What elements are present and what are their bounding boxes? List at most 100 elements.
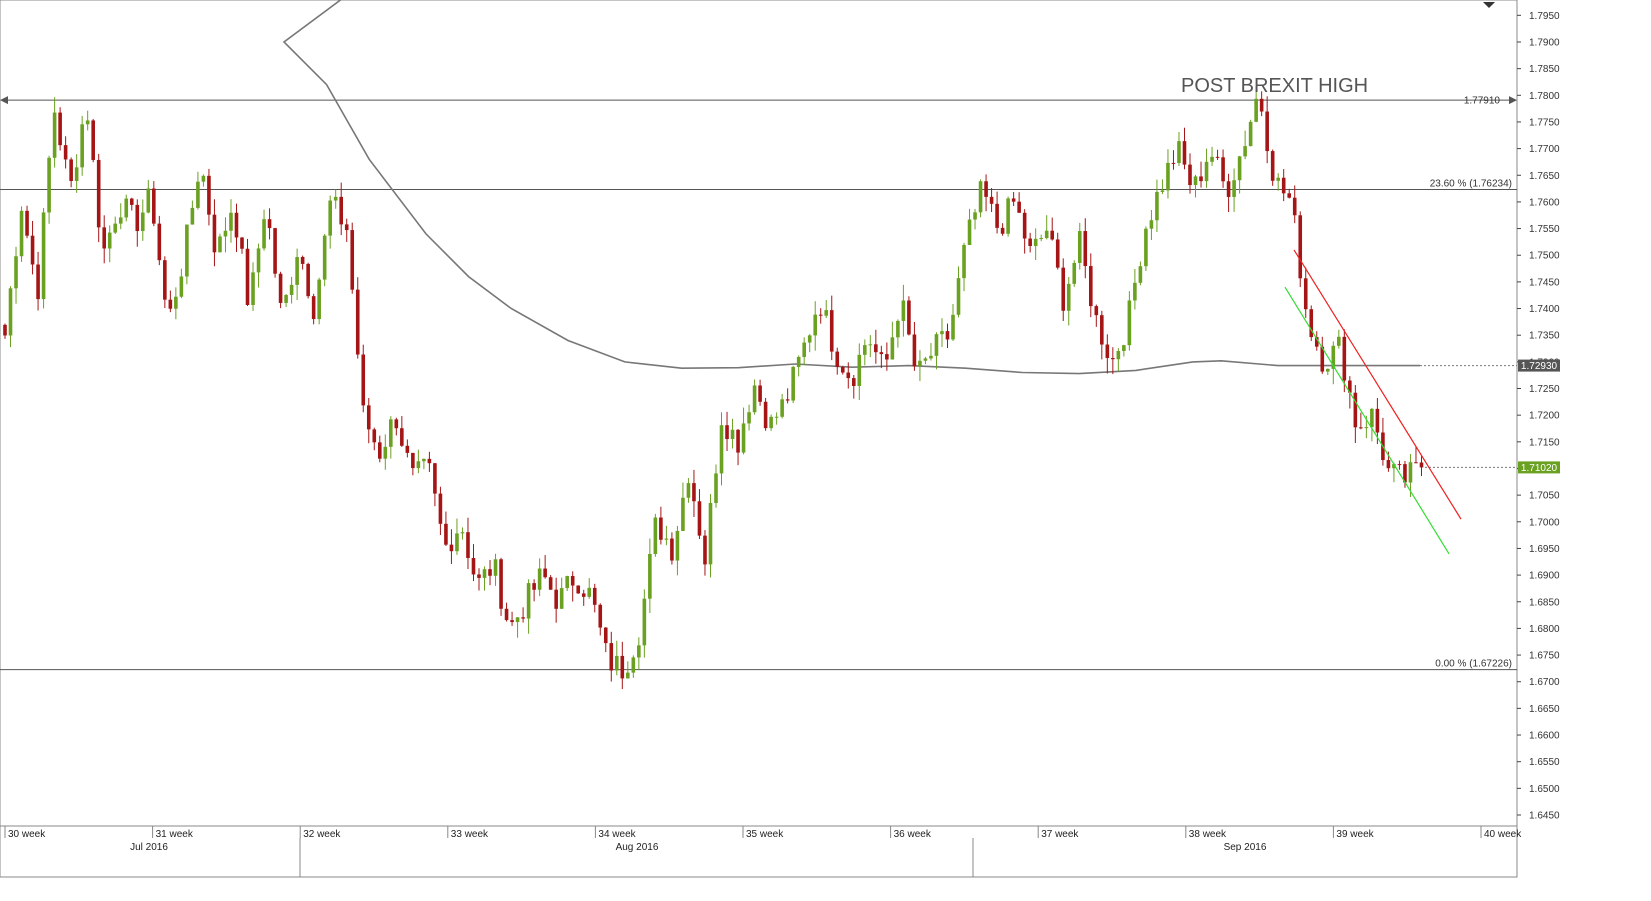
candle-body [763,401,768,429]
arrow-left-icon [0,96,8,105]
candle-body [967,219,972,245]
candle-body [835,351,840,367]
candle-body [152,188,156,224]
candle-body [1088,266,1093,307]
candle-body [102,227,107,249]
candle-body [449,544,454,552]
candle-body [1028,238,1032,247]
candle-body [1353,392,1358,428]
candle-body [1199,176,1203,182]
candle-body [818,314,823,316]
dropdown-arrow-icon[interactable] [1483,2,1495,8]
candle-body [1111,358,1115,360]
candle-body [1298,215,1303,279]
y-tick-label: 1.7450 [1529,277,1560,288]
candle-body [581,593,586,597]
candle-body [333,196,338,201]
candle-body [416,461,421,469]
candle-body [411,452,415,469]
candle-body [548,577,553,590]
candle-body [207,175,211,215]
candle-body [907,300,911,335]
candle-body [758,385,762,402]
candle-body [807,335,812,343]
candle-body [945,331,950,340]
candle-body [1287,193,1292,198]
week-label: 35 week [746,829,784,840]
candle-body [956,278,961,315]
candle-body [91,120,95,160]
candle-body [1188,164,1192,186]
channel-upper-line [1293,249,1462,520]
candle-body [1309,309,1314,338]
candle-body [1397,464,1402,466]
candle-body [576,585,581,594]
candle-body [377,442,382,459]
candle-body [196,181,200,208]
candle-body [587,587,592,597]
candle-body [1000,227,1005,234]
candle-body [311,296,316,320]
candle-body [703,535,707,565]
candle-body [1359,427,1363,429]
candle-body [554,589,558,609]
candle-body [1105,344,1110,359]
month-label: Sep 2016 [1224,842,1267,853]
candle-body [1138,266,1143,283]
candle-body [3,324,7,336]
candle-body [532,583,536,590]
candle-body [1254,98,1258,122]
candle-body [460,532,465,534]
candle-body [477,574,481,578]
channel-layer [1284,249,1462,555]
candle-body [36,264,40,300]
candle-body [163,260,167,300]
y-tick-label: 1.7700 [1529,144,1560,155]
month-label: Jul 2016 [130,842,168,853]
candle-body [366,405,371,430]
candle-body [752,385,757,413]
candle-body [1276,177,1280,181]
x-axis: 30 week 31 week 32 week 33 week 34 week 35 we… [0,825,1522,877]
candle-body [25,210,29,236]
candle-body [614,655,619,671]
y-tick-label: 1.6500 [1529,784,1560,795]
candle-body [989,196,994,204]
candle-body [201,175,206,182]
candle-body [1033,238,1038,247]
candle-body [592,587,597,605]
candle-body [135,204,140,232]
candle-body [1342,336,1347,381]
candle-body [1144,228,1148,267]
moving-average-line [282,0,1420,375]
y-tick-label: 1.7950 [1529,11,1560,22]
y-tick-label: 1.7550 [1529,224,1560,235]
candle-body [675,530,680,561]
candle-body [670,538,674,561]
candle-body [427,458,432,464]
last-price-badge-bg [1518,461,1560,474]
candle-body [1094,306,1099,316]
candle-body [499,559,503,609]
candle-body [1414,462,1418,464]
candle-body [482,569,487,578]
candle-body [681,497,685,531]
candle-body [697,501,702,536]
candle-body [620,655,625,679]
candle-body [1149,220,1154,229]
candle-body [14,256,18,289]
y-tick-label: 1.7400 [1529,304,1560,315]
candle-body [1166,162,1170,191]
candle-body [923,358,928,361]
candle-body [769,416,773,429]
candle-body [300,257,305,264]
candle-body [30,235,35,265]
candle-body [1403,464,1407,483]
candle-body [863,345,867,355]
candle-body [85,120,90,125]
y-axis: 1.7950 1.7900 1.7850 1.7800 1.7750 1.7700 1.76… [1517,11,1560,822]
candle-body [1243,146,1247,157]
y-tick-label: 1.6650 [1529,704,1560,715]
candle-body [692,483,696,502]
week-label: 38 week [1189,829,1227,840]
